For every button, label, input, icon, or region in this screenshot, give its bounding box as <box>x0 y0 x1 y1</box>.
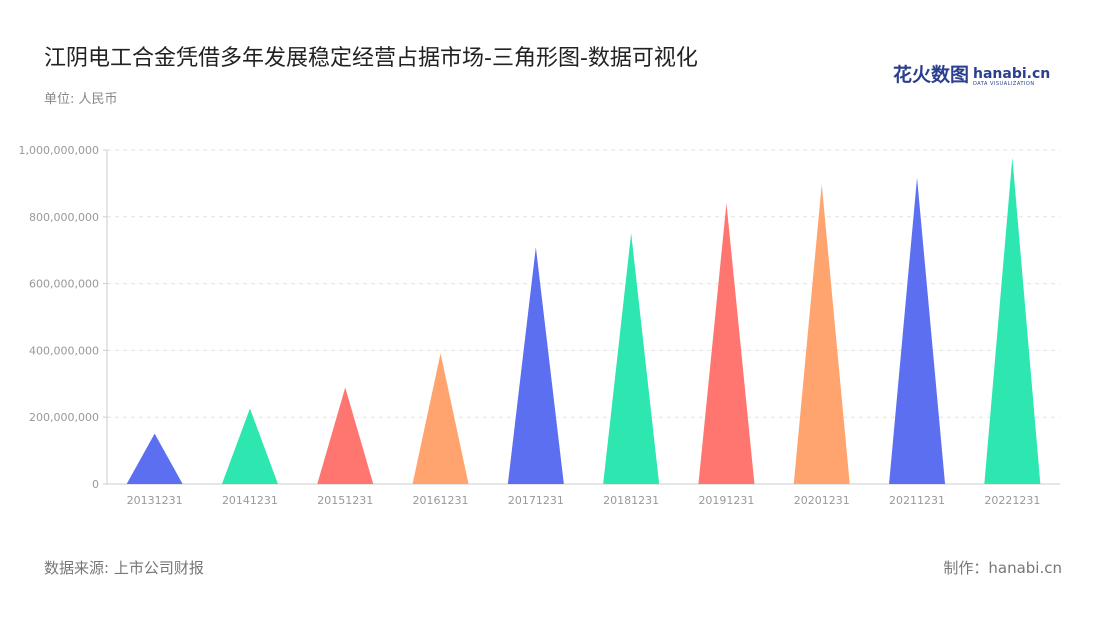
triangle-bar <box>221 408 278 484</box>
x-tick-label: 20221231 <box>984 494 1040 507</box>
x-tick-label: 20171231 <box>508 494 564 507</box>
triangle-bar <box>317 387 374 484</box>
logo-en: hanabi.cn <box>973 66 1051 82</box>
maker-credit: 制作：hanabi.cn <box>943 559 1062 577</box>
x-tick-label: 20151231 <box>317 494 373 507</box>
triangle-bar <box>698 203 755 484</box>
logo-cn: 花火数图 <box>893 64 970 86</box>
logo-en-block: hanabi.cn DATA VISUALIZATION <box>973 67 1050 87</box>
triangle-bar <box>507 247 564 484</box>
unit-label: 单位: 人民币 <box>44 92 118 107</box>
hanabi-logo: 花火数图 hanabi.cn DATA VISUALIZATION <box>893 60 1050 87</box>
triangle-bar <box>126 433 183 484</box>
y-tick-label: 200,000,000 <box>29 411 99 424</box>
triangle-bar <box>984 157 1041 484</box>
x-tick-label: 20181231 <box>603 494 659 507</box>
triangle-bar <box>889 177 946 485</box>
x-tick-label: 20191231 <box>698 494 754 507</box>
triangle-bar <box>603 233 660 484</box>
y-tick-label: 0 <box>92 478 99 491</box>
x-tick-label: 20211231 <box>889 494 945 507</box>
y-tick-label: 600,000,000 <box>29 278 99 291</box>
x-tick-label: 20131231 <box>127 494 183 507</box>
data-source: 数据来源: 上市公司财报 <box>44 559 204 577</box>
triangle-bar <box>793 184 850 484</box>
y-tick-label: 800,000,000 <box>29 211 99 224</box>
triangle-bar <box>412 353 469 484</box>
x-tick-label: 20161231 <box>413 494 469 507</box>
page-title: 江阴电工合金凭借多年发展稳定经营占据市场-三角形图-数据可视化 <box>44 46 698 71</box>
y-tick-label: 400,000,000 <box>29 344 99 357</box>
x-tick-label: 20141231 <box>222 494 278 507</box>
y-tick-label: 1,000,000,000 <box>19 144 99 157</box>
logo-sub: DATA VISUALIZATION <box>973 81 1035 87</box>
x-tick-label: 20201231 <box>794 494 850 507</box>
